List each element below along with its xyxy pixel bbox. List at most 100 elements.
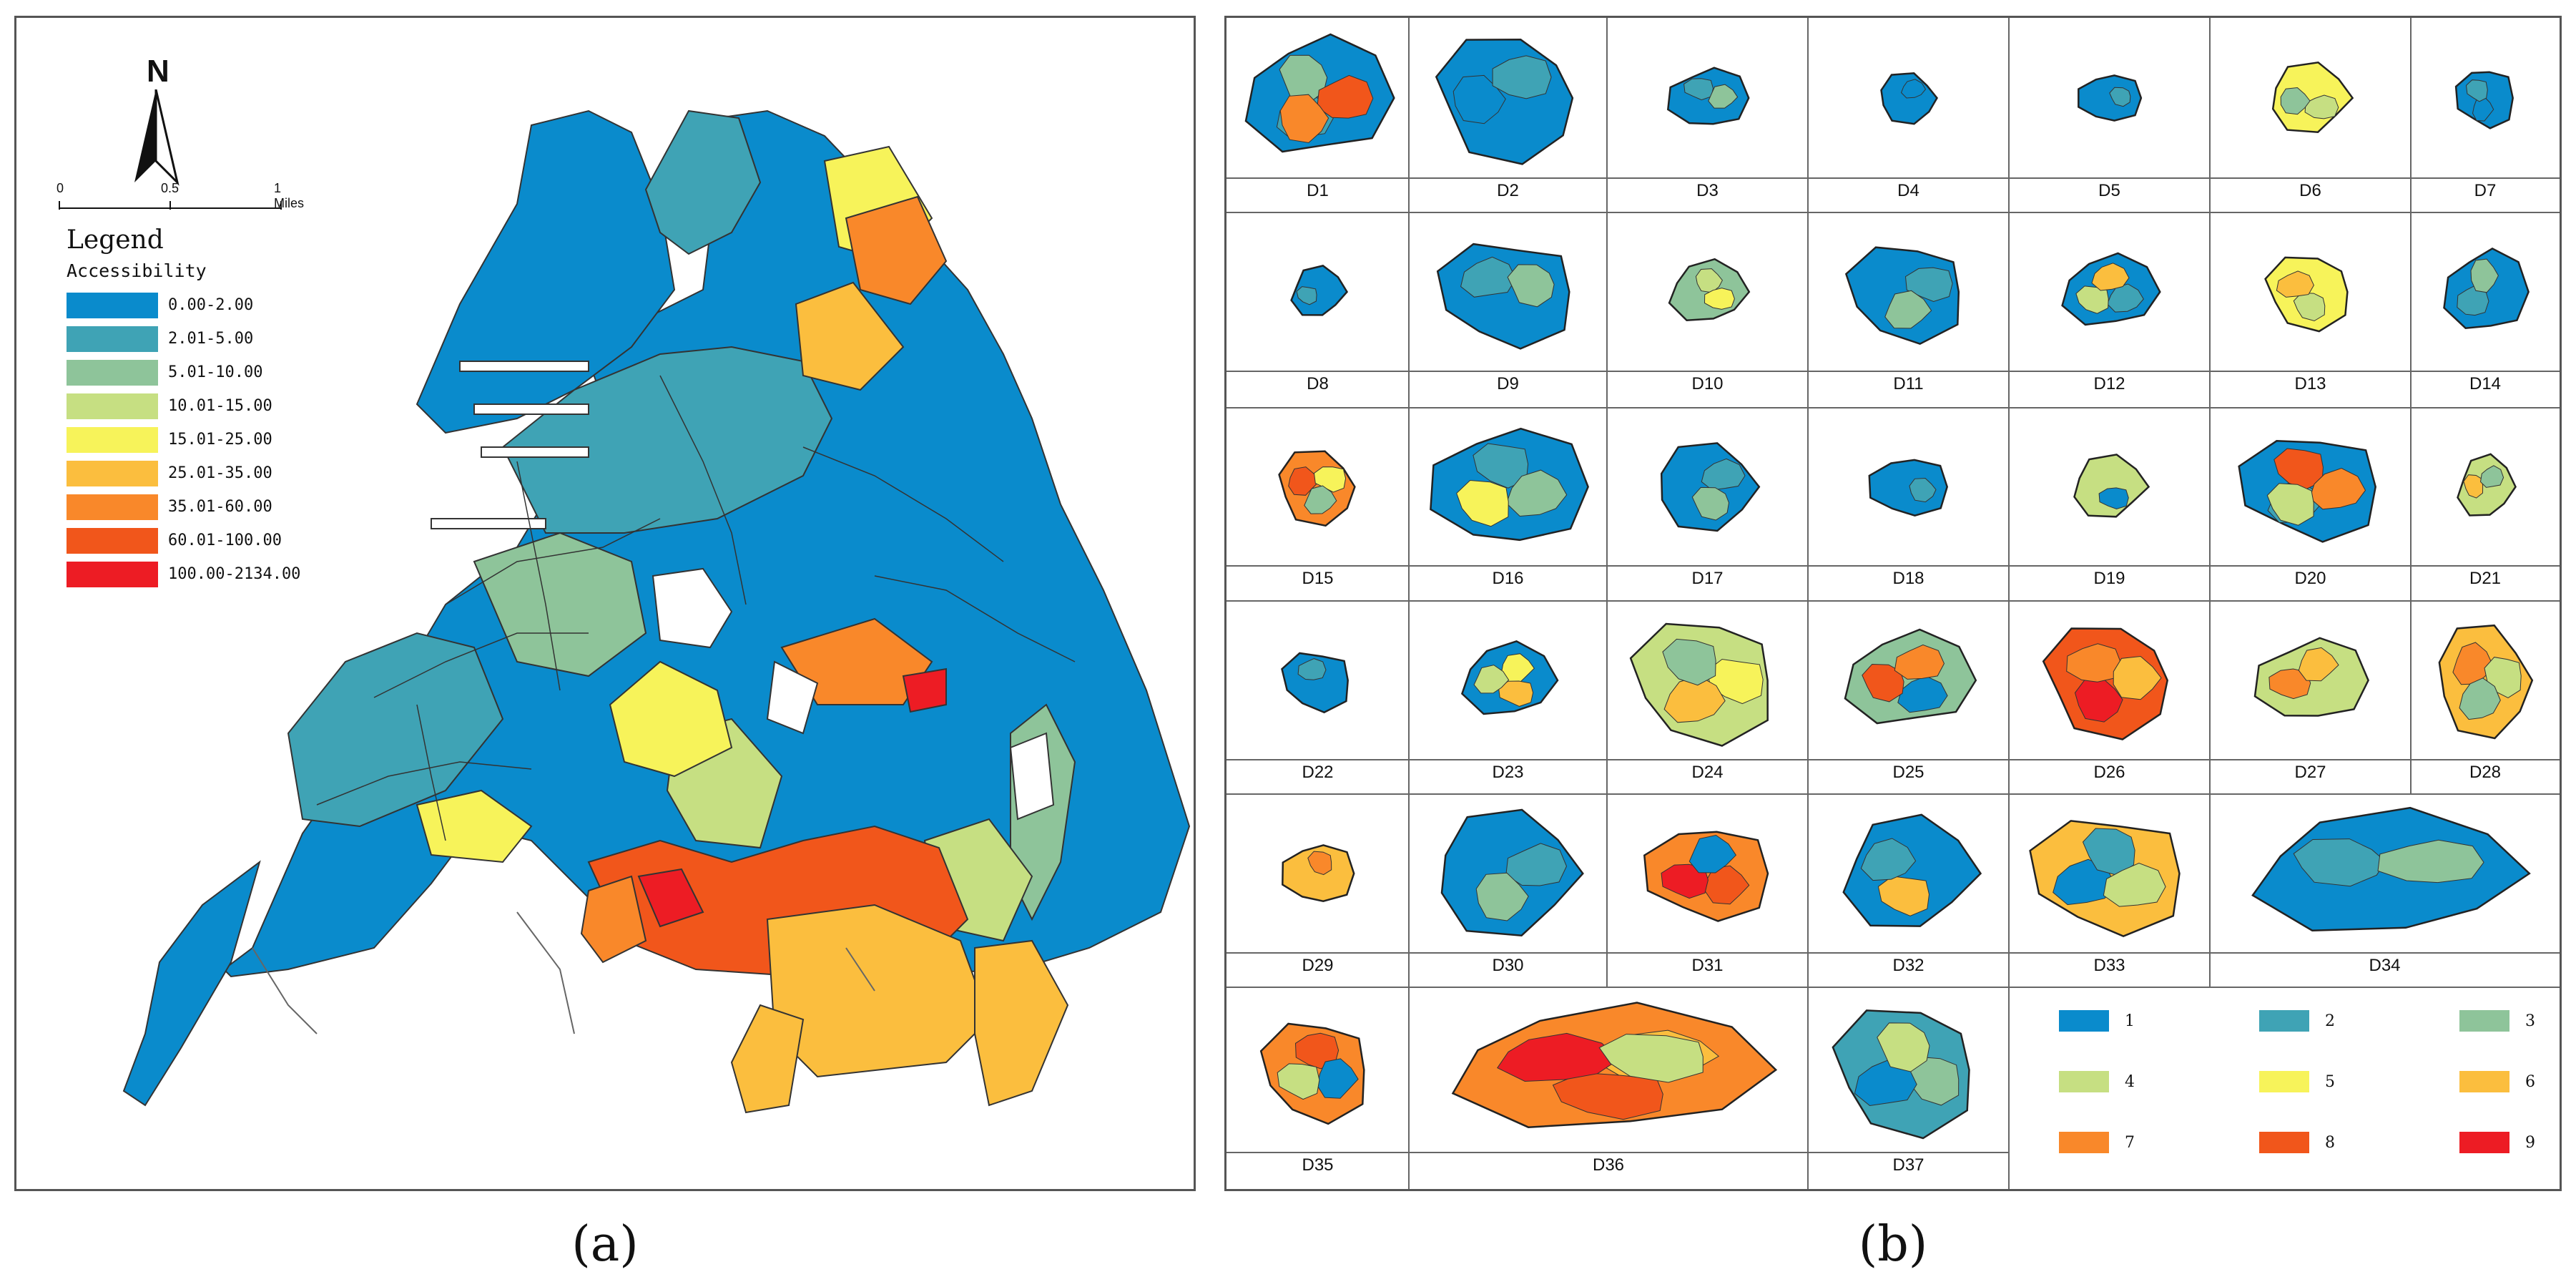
- district-outline: [2073, 454, 2150, 518]
- district-zone: [2074, 678, 2123, 723]
- legend-label: 2.01-5.00: [168, 330, 254, 348]
- district-zone: [1704, 288, 1735, 310]
- map-district-lines: [316, 375, 1076, 841]
- map-region-orange-south-mid: [580, 875, 647, 964]
- district-zone: [2109, 87, 2131, 107]
- district-shape-d2: [1435, 39, 1574, 165]
- district-label: D6: [2299, 181, 2321, 200]
- district-zone: [2377, 839, 2484, 884]
- legend-label: 0.00-2.00: [168, 296, 254, 314]
- district-zone: [2459, 677, 2501, 720]
- district-shape-d15: [1278, 450, 1356, 527]
- district-zone: [1279, 94, 1329, 144]
- legend-title: Legend: [67, 225, 164, 255]
- district-zone: [1475, 872, 1529, 921]
- district-shape-d1: [1244, 33, 1395, 153]
- district-label: D31: [1691, 956, 1724, 975]
- district-label: D30: [1492, 956, 1524, 975]
- legend-swatch: [67, 460, 158, 486]
- district-shape-d34: [2251, 806, 2531, 931]
- map-region-west-teal: [287, 632, 504, 828]
- legend-subtitle: Accessibility: [67, 260, 207, 281]
- district-shape-d9: [1436, 243, 1570, 350]
- district-zone: [2465, 79, 2488, 102]
- district-zone: [1497, 1032, 1620, 1082]
- class-legend-swatch: [2259, 1071, 2309, 1092]
- district-shape-d35: [1259, 1022, 1365, 1125]
- district-zone: [1701, 458, 1746, 491]
- scale-tick-0: 0: [56, 181, 64, 195]
- district-label: D33: [2093, 956, 2125, 975]
- district-zone: [1288, 466, 1319, 496]
- class-legend-item: 9: [2459, 1132, 2535, 1153]
- district-zone: [2298, 647, 2339, 682]
- district-label: D37: [1892, 1155, 1924, 1175]
- map-region-red-core: [637, 868, 704, 928]
- district-shape-d22: [1281, 652, 1349, 714]
- district-label: D16: [1492, 569, 1524, 588]
- district-shape-d32: [1842, 813, 1982, 927]
- district-shape-d21: [2457, 453, 2517, 517]
- district-shape-d4: [1880, 72, 1939, 125]
- map-hole-east: [1009, 732, 1055, 821]
- district-zone: [2470, 258, 2499, 293]
- district-zone: [1507, 264, 1555, 308]
- map-region-north-central: [644, 109, 762, 255]
- district-label: D21: [2469, 569, 2502, 588]
- district-zone: [2309, 467, 2366, 510]
- legend-label: 25.01-35.00: [168, 464, 272, 482]
- class-legend-item: 7: [2059, 1132, 2135, 1153]
- district-label: D34: [2369, 956, 2401, 975]
- class-legend-label: 6: [2525, 1072, 2535, 1091]
- class-legend-label: 4: [2125, 1072, 2135, 1091]
- district-zone: [1860, 838, 1917, 881]
- class-legend-label: 1: [2125, 1012, 2135, 1030]
- class-legend-label: 5: [2325, 1072, 2335, 1091]
- class-legend-label: 7: [2125, 1133, 2135, 1152]
- class-legend-item: 1: [2059, 1010, 2135, 1032]
- scale-bar: 0 0.5 1 Miles: [52, 181, 304, 224]
- district-zone: [1897, 675, 1948, 713]
- legend-label: 10.01-15.00: [168, 397, 272, 415]
- district-zone: [2266, 483, 2314, 526]
- class-legend-label: 9: [2525, 1133, 2535, 1152]
- class-legend-item: 8: [2259, 1132, 2335, 1153]
- district-shape-d14: [2443, 247, 2530, 329]
- accessibility-map: [122, 109, 1191, 1114]
- district-label: D28: [2469, 763, 2502, 782]
- district-label: D24: [1691, 763, 1724, 782]
- district-label: D26: [2093, 763, 2125, 782]
- district-shape-d12: [2061, 252, 2161, 326]
- district-zone: [2479, 465, 2504, 488]
- district-shape-d5: [2078, 74, 2143, 122]
- district-outline: [2078, 74, 2143, 122]
- district-zone: [1688, 834, 1737, 874]
- class-legend-swatch: [2459, 1071, 2509, 1092]
- map-region-central-teal: [501, 346, 833, 534]
- district-label: D17: [1691, 569, 1724, 588]
- legend-rows: 0.00-2.00 2.01-5.00 5.01-10.00 10.01-15.00 1…: [67, 288, 303, 591]
- district-zone: [2066, 643, 2122, 682]
- district-label: D32: [1892, 956, 1924, 975]
- legend-row: 100.00-2134.00: [67, 557, 303, 591]
- district-shape-d20: [2238, 440, 2376, 543]
- district-label: D14: [2469, 374, 2502, 393]
- legend-swatch: [67, 426, 158, 453]
- class-legend-item: 5: [2259, 1071, 2335, 1092]
- district-shape-d30: [1440, 808, 1584, 936]
- district-outline: [1868, 459, 1949, 517]
- legend-row: 10.01-15.00: [67, 389, 303, 423]
- district-zone: [1691, 486, 1730, 521]
- legend-label: 5.01-10.00: [168, 363, 263, 381]
- legend-row: 25.01-35.00: [67, 456, 303, 490]
- map-region-southwest: [122, 860, 261, 1107]
- district-label: D27: [2294, 763, 2326, 782]
- district-zone: [1307, 851, 1332, 876]
- district-shape-d29: [1282, 844, 1355, 902]
- map-region-central-green: [473, 532, 647, 677]
- district-label: D2: [1497, 181, 1519, 200]
- district-zone: [1505, 843, 1568, 886]
- district-label: D12: [2093, 374, 2125, 393]
- district-shape-d3: [1666, 67, 1750, 125]
- district-shape-d8: [1290, 265, 1349, 316]
